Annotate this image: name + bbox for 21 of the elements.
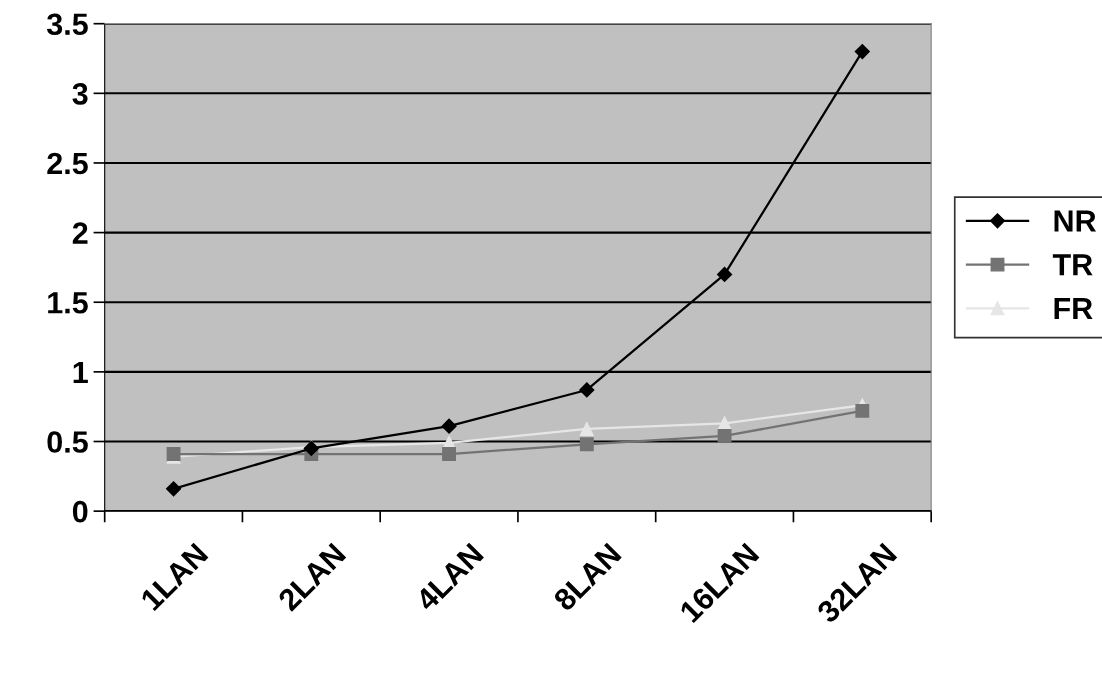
point [442, 447, 457, 461]
legend-label: FR [1054, 298, 1093, 320]
y-tick-label: 0.5 [47, 431, 88, 453]
legend-label: NR [1054, 210, 1097, 232]
point [441, 418, 457, 434]
y-tick-label: 1.5 [48, 292, 88, 314]
point [716, 266, 733, 282]
point [579, 437, 594, 452]
point [579, 382, 595, 398]
y-tick-label: 0 [72, 500, 88, 523]
point [854, 43, 870, 60]
legend-label: TR [1052, 254, 1093, 276]
y-tick-label: 3 [72, 83, 88, 105]
y-tick-label: 1 [73, 361, 88, 383]
point [855, 403, 870, 418]
point [165, 481, 182, 497]
y-tick-label: 2 [72, 222, 88, 244]
point [579, 422, 594, 436]
y-tick-label: 3.5 [46, 13, 88, 36]
y-tick-label: 2.5 [47, 152, 88, 175]
point [717, 428, 732, 443]
